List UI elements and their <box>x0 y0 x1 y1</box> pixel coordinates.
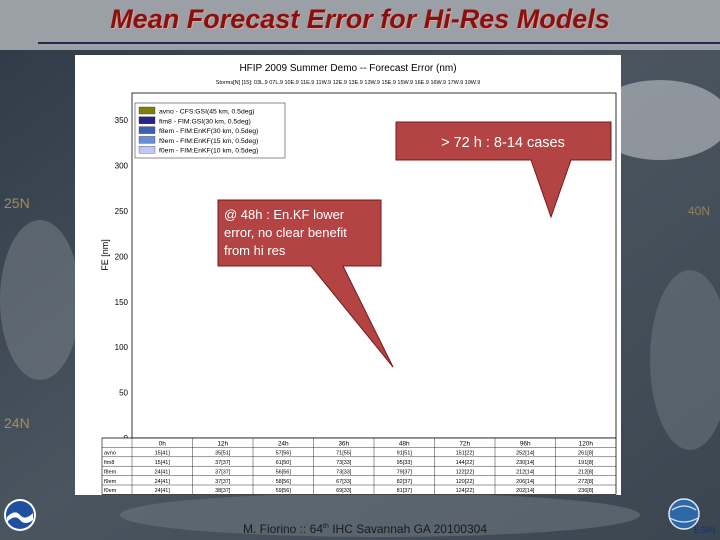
table-cell: 212[8] <box>578 469 594 475</box>
callout-bubble-48h <box>217 199 394 368</box>
legend-box <box>134 102 286 159</box>
x-category-label: 12h <box>217 440 228 447</box>
title-rule <box>38 42 720 44</box>
y-axis-label: FE [nm] <box>100 239 110 271</box>
table-cell: 73[33] <box>336 460 352 466</box>
table-cell: 73[33] <box>336 469 352 475</box>
y-tick-label: 350 <box>115 116 129 125</box>
footer-suffix: IHC Savannah GA 20100304 <box>328 522 487 536</box>
slide-footer: M. Fiorino :: 64th IHC Savannah GA 20100… <box>200 522 530 536</box>
table-cell: 95[33] <box>397 460 413 466</box>
y-tick-label: 100 <box>115 343 129 352</box>
table-cell: 144[22] <box>456 460 475 466</box>
table-cell: 252[14] <box>516 451 535 457</box>
x-category-label: 0h <box>159 440 167 447</box>
table-cell: 38[37] <box>215 488 231 494</box>
table-row-label: f0em <box>104 488 117 494</box>
table-cell: 71[55] <box>336 451 352 457</box>
table-cell: 91[51] <box>397 451 413 457</box>
forecast-error-chart: HFIP 2009 Summer Demo -- Forecast Error … <box>100 63 617 495</box>
legend-label-f9em: f9em - FIM:EnKF(15 km, 0.5deg) <box>159 138 258 145</box>
table-cell: 122[22] <box>456 469 475 475</box>
table-row-label: f8em <box>104 469 117 475</box>
table-cell: 202[14] <box>516 488 535 494</box>
y-tick-label: 50 <box>119 389 128 398</box>
table-cell: 57[56] <box>276 451 292 457</box>
y-tick-label: 250 <box>115 207 129 216</box>
table-cell: 191[8] <box>578 460 594 466</box>
table-cell: 61[50] <box>276 460 292 466</box>
legend-label-fim8: fim8 - FIM:GSI(30 km, 0.5deg) <box>159 118 251 125</box>
x-category-label: 96h <box>520 440 531 447</box>
map-label: 25N <box>4 195 30 211</box>
y-tick-label: 200 <box>115 252 129 261</box>
map-label: 40N <box>688 204 710 218</box>
table-cell: 261[8] <box>578 451 594 457</box>
table-cell: 15[41] <box>155 451 171 457</box>
table-cell: 24[41] <box>155 488 171 494</box>
legend-swatch-f8em <box>138 126 156 134</box>
table-cell: 59[56] <box>276 488 292 494</box>
table-cell: 212[14] <box>516 469 535 475</box>
table-cell: 151[22] <box>456 451 475 457</box>
legend-swatch-f9em <box>138 136 156 144</box>
x-category-label: 72h <box>459 440 470 447</box>
chart-subtitle: Storms[N] [15]: 03L.9 07L.9 10E.9 11E.9 … <box>216 80 481 86</box>
callout-text-72h: > 72 h : 8-14 cases <box>441 135 565 151</box>
footer-prefix: M. Fiorino :: 64 <box>243 522 324 536</box>
callout-bubble-72h <box>395 121 612 219</box>
table-cell: 236[8] <box>578 488 594 494</box>
legend-label-f0em: f0em - FIM:EnKF(10 km, 0.5deg) <box>159 148 258 155</box>
table-cell: 35[51] <box>215 451 231 457</box>
table-cell: 69[33] <box>336 488 352 494</box>
table-cell: 37[37] <box>215 469 231 475</box>
footer-superscript: th <box>323 523 329 530</box>
x-category-label: 48h <box>399 440 410 447</box>
table-row-label: fim8 <box>104 460 114 466</box>
table-cell: 67[33] <box>336 479 352 485</box>
esrl-logo: ESRL <box>668 498 716 535</box>
table-cell: 24[41] <box>155 479 171 485</box>
table-row-label: avno <box>104 451 116 457</box>
table-cell: 79[37] <box>397 469 413 475</box>
legend-swatch-fim8 <box>138 116 156 124</box>
legend-swatch-f0em <box>138 146 156 154</box>
chart-title: HFIP 2009 Summer Demo -- Forecast Error … <box>239 63 456 74</box>
table-cell: 24[41] <box>155 469 171 475</box>
chart-panel: HFIP 2009 Summer Demo -- Forecast Error … <box>75 55 621 495</box>
legend-swatch-avno <box>138 106 156 115</box>
callout-text-48h: @ 48h : En.KF lower error, no clear benef… <box>224 207 347 258</box>
esrl-logo-text: ESRL <box>694 525 716 535</box>
table-cell: 58[56] <box>276 479 292 485</box>
x-category-label: 120h <box>579 440 594 447</box>
table-cell: 230[14] <box>516 460 535 466</box>
noaa-logo <box>4 499 36 531</box>
map-label: 24N <box>4 415 30 431</box>
table-cell: 82[37] <box>397 479 413 485</box>
table-row-label: f9em <box>104 479 117 485</box>
table-cell: 124[22] <box>456 488 475 494</box>
x-category-label: 24h <box>278 440 289 447</box>
table-cell: 37[37] <box>215 479 231 485</box>
table-cell: 15[41] <box>155 460 171 466</box>
table-cell: 56[56] <box>276 469 292 475</box>
y-tick-label: 300 <box>115 162 129 171</box>
table-cell: 37[37] <box>215 460 231 466</box>
slide-title: Mean Forecast Error for Hi-Res Models <box>110 4 610 34</box>
table-cell: 120[22] <box>456 479 475 485</box>
table-cell: 272[8] <box>578 479 594 485</box>
y-tick-label: 150 <box>115 298 129 307</box>
table-cell: 81[37] <box>397 488 413 494</box>
legend-label-avno: avno - CFS:GSI(45 km, 0.5deg) <box>159 109 255 116</box>
legend-label-f8em: f8em - FIM:EnKF(30 km, 0.5deg) <box>159 128 258 135</box>
x-category-label: 36h <box>338 440 349 447</box>
table-cell: 206[14] <box>516 479 535 485</box>
